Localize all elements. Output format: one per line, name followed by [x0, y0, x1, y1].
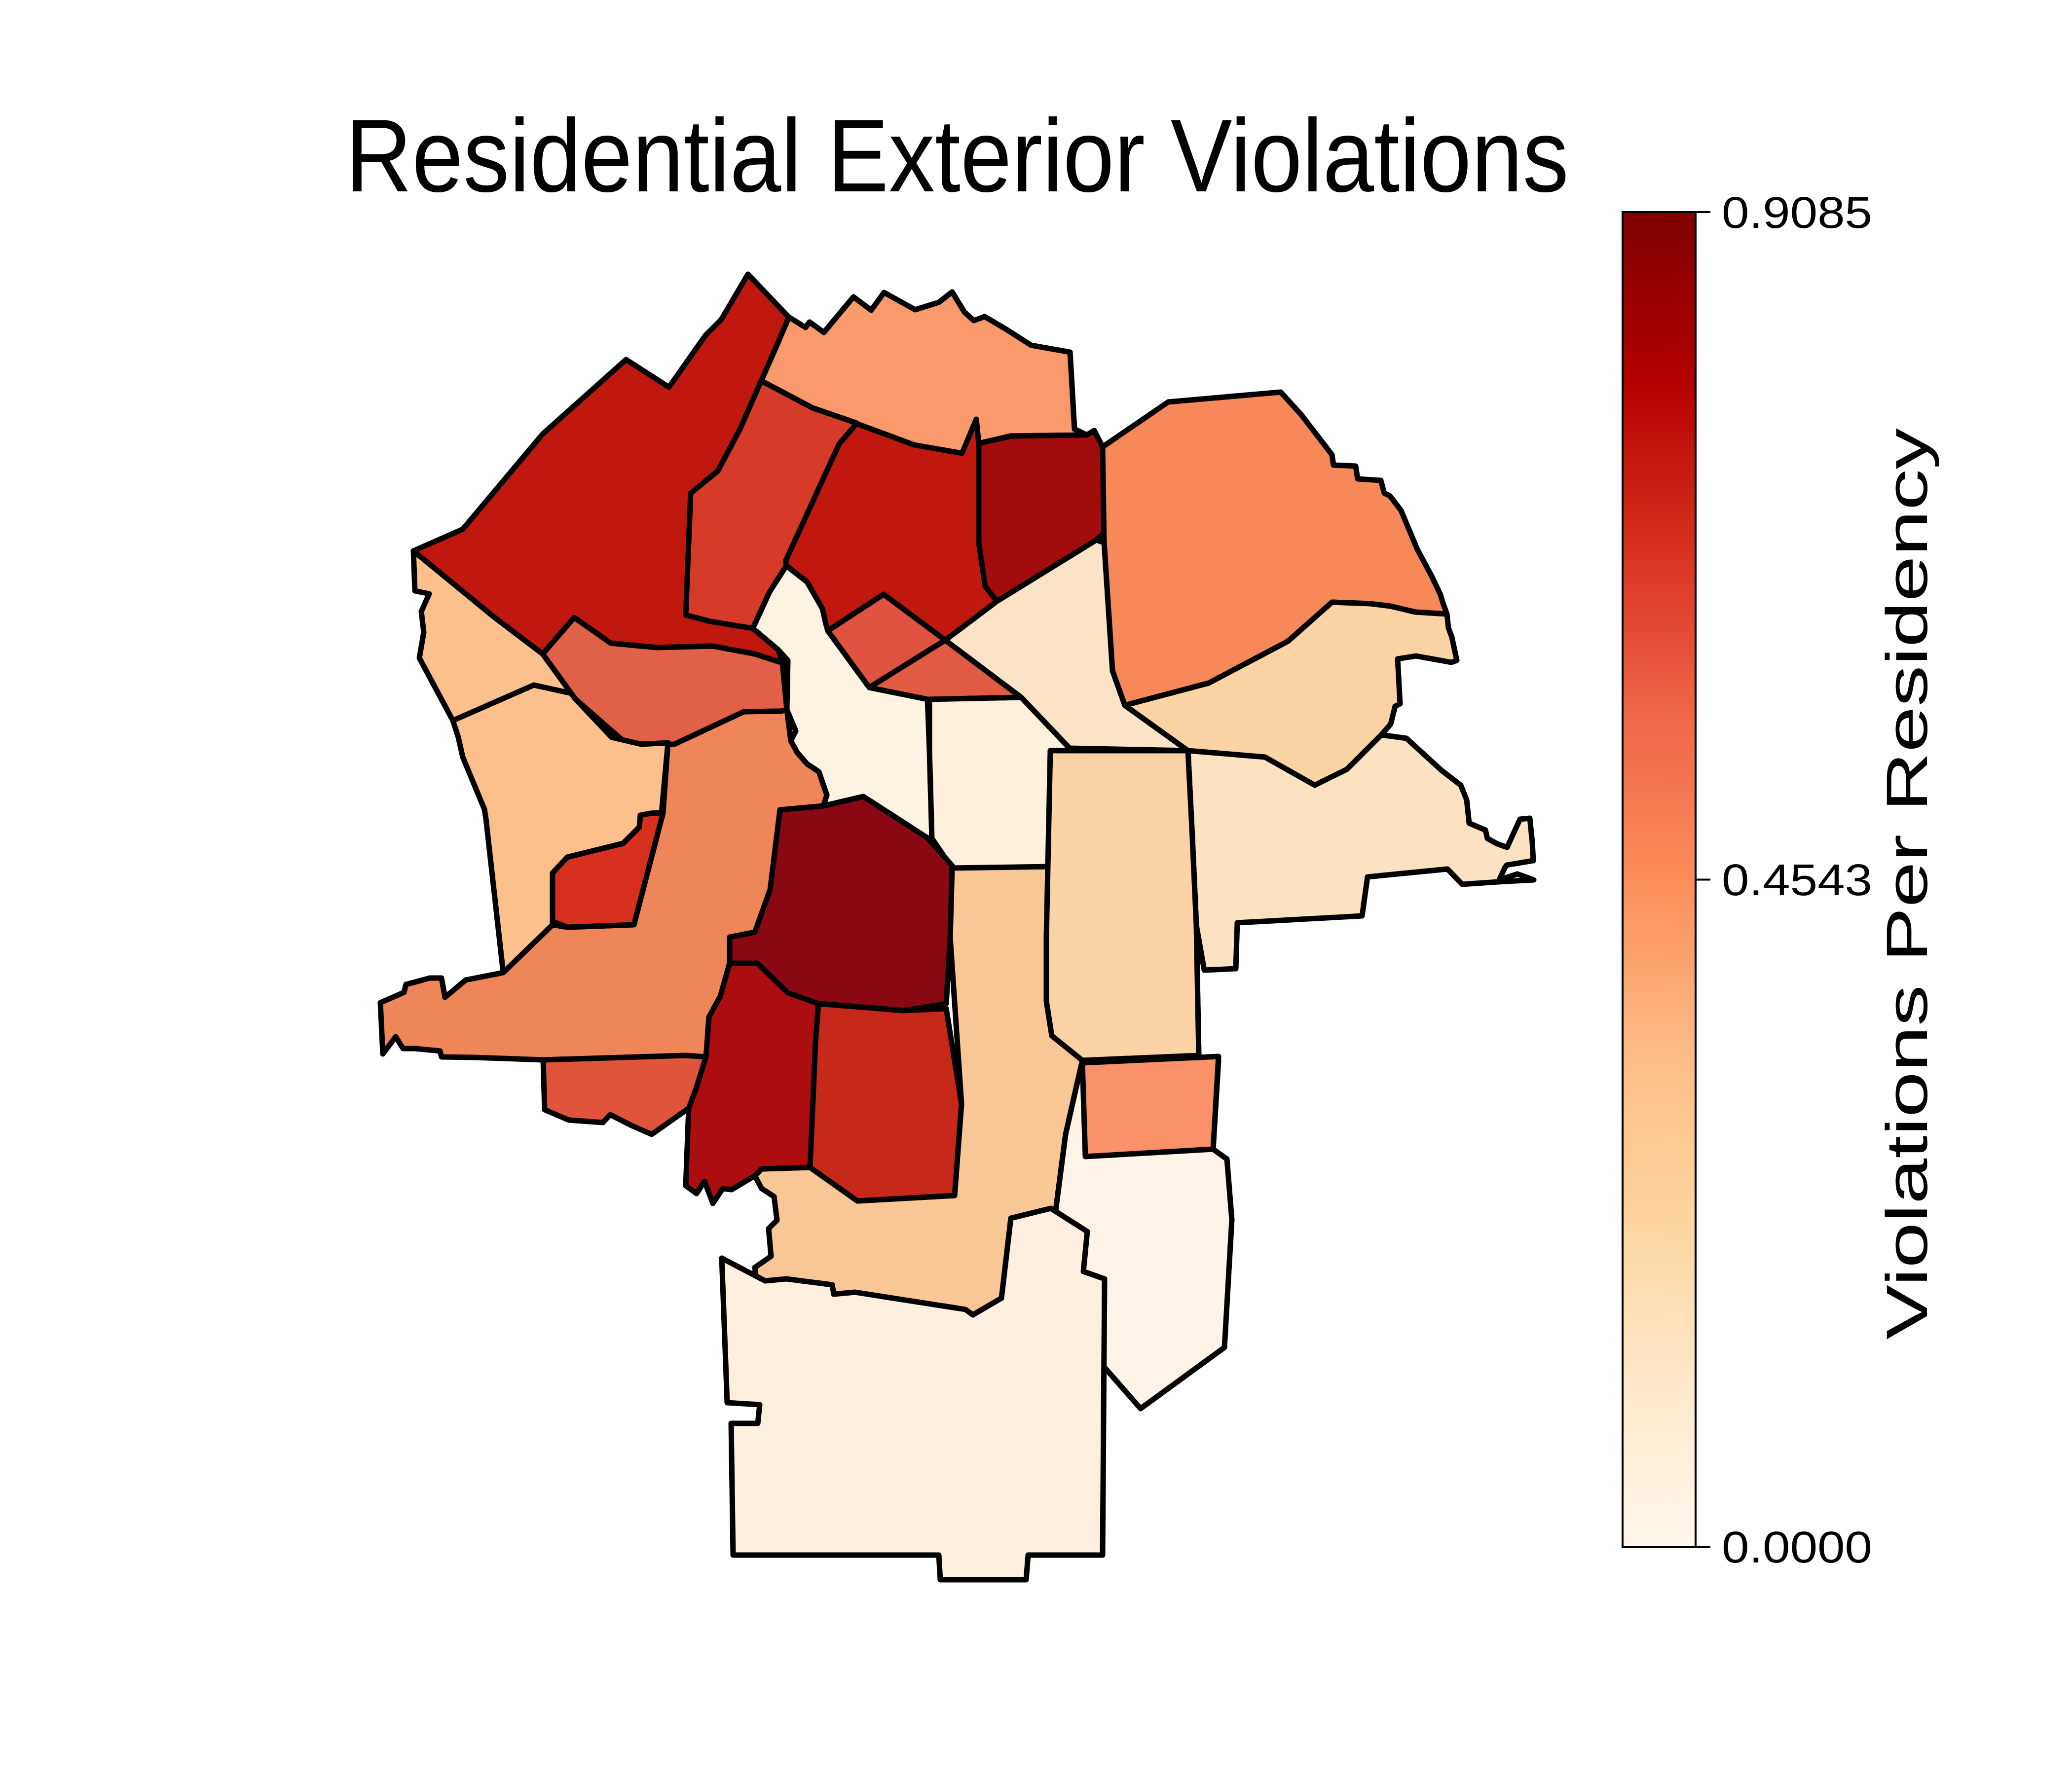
svg-text:Residential Exterior Violation: Residential Exterior Violations — [345, 98, 1569, 214]
svg-text:0.0000: 0.0000 — [1722, 1523, 1872, 1572]
svg-text:Violations Per Residency: Violations Per Residency — [1875, 428, 1940, 1340]
svg-text:0.9085: 0.9085 — [1722, 188, 1872, 238]
svg-text:0.4543: 0.4543 — [1722, 856, 1872, 905]
